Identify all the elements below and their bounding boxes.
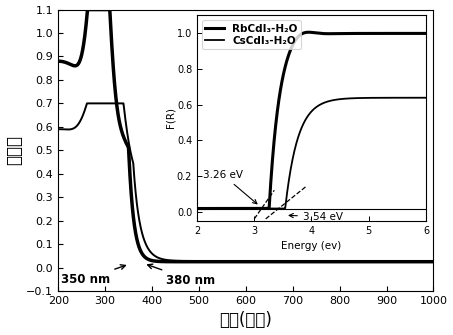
Text: 350 nm: 350 nm <box>61 265 125 286</box>
X-axis label: 波长(纳米): 波长(纳米) <box>219 312 272 329</box>
Y-axis label: 吸光度: 吸光度 <box>5 135 24 165</box>
Text: 380 nm: 380 nm <box>148 264 215 286</box>
